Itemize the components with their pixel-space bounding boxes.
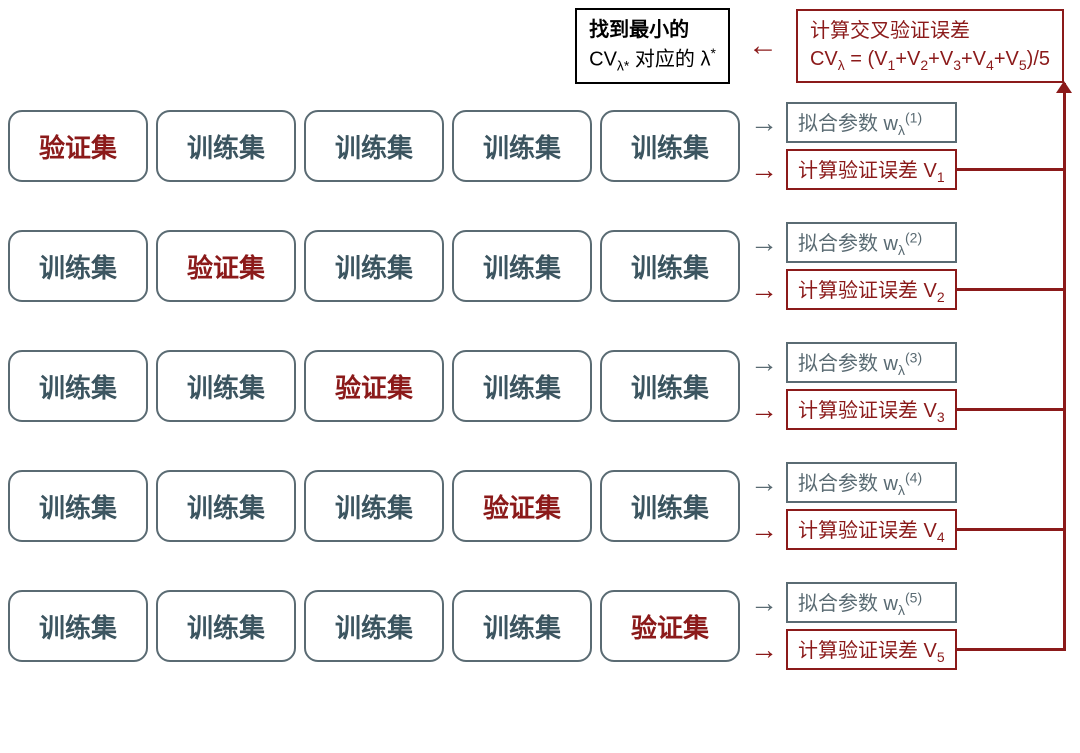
fit-params-box: 拟合参数 wλ(2) xyxy=(786,222,957,263)
validation-cell: 验证集 xyxy=(8,110,148,182)
training-cell: 训练集 xyxy=(304,470,444,542)
fold-info: 拟合参数 wλ(2) 计算验证误差 V2 xyxy=(786,222,957,310)
fit-params-box: 拟合参数 wλ(4) xyxy=(786,462,957,503)
arrow-right-icon: → xyxy=(750,590,778,615)
fold-cells: 训练集训练集训练集训练集验证集 xyxy=(8,590,740,662)
training-cell: 训练集 xyxy=(600,470,740,542)
training-cell: 训练集 xyxy=(156,110,296,182)
cv-formula-line1: 计算交叉验证误差 xyxy=(810,17,1050,45)
fold-row: 验证集训练集训练集训练集训练集→→拟合参数 wλ(1)计算验证误差 V1 xyxy=(8,102,1072,190)
fit-params-box: 拟合参数 wλ(3) xyxy=(786,342,957,383)
validation-cell: 验证集 xyxy=(304,350,444,422)
training-cell: 训练集 xyxy=(8,470,148,542)
validation-error-box: 计算验证误差 V3 xyxy=(786,389,957,430)
validation-error-box: 计算验证误差 V2 xyxy=(786,269,957,310)
arrow-right-icon: → xyxy=(750,157,778,182)
select-lambda-line2: CVλ* 对应的 λ* xyxy=(589,44,716,76)
training-cell: 训练集 xyxy=(452,110,592,182)
aggregate-tick xyxy=(957,408,1066,411)
fold-info: 拟合参数 wλ(3) 计算验证误差 V3 xyxy=(786,342,957,430)
fold-info: 拟合参数 wλ(1) 计算验证误差 V1 xyxy=(786,102,957,190)
fold-arrows: →→ xyxy=(750,230,778,302)
cv-formula-box: 计算交叉验证误差 CVλ = (V1+V2+V3+V4+V5)/5 xyxy=(796,9,1064,84)
fold-row: 训练集训练集训练集训练集验证集→→拟合参数 wλ(5)计算验证误差 V5 xyxy=(8,582,1072,670)
fold-cells: 训练集验证集训练集训练集训练集 xyxy=(8,230,740,302)
fold-row: 训练集训练集验证集训练集训练集→→拟合参数 wλ(3)计算验证误差 V3 xyxy=(8,342,1072,430)
training-cell: 训练集 xyxy=(156,470,296,542)
training-cell: 训练集 xyxy=(600,350,740,422)
fold-arrows: →→ xyxy=(750,590,778,662)
validation-cell: 验证集 xyxy=(156,230,296,302)
fold-row: 训练集验证集训练集训练集训练集→→拟合参数 wλ(2)计算验证误差 V2 xyxy=(8,222,1072,310)
training-cell: 训练集 xyxy=(8,230,148,302)
arrow-right-icon: → xyxy=(750,110,778,135)
folds-area: 验证集训练集训练集训练集训练集→→拟合参数 wλ(1)计算验证误差 V1训练集验… xyxy=(8,102,1072,670)
arrow-right-icon: → xyxy=(750,230,778,255)
fold-row: 训练集训练集训练集验证集训练集→→拟合参数 wλ(4)计算验证误差 V4 xyxy=(8,462,1072,550)
fold-info: 拟合参数 wλ(5) 计算验证误差 V5 xyxy=(786,582,957,670)
training-cell: 训练集 xyxy=(304,230,444,302)
training-cell: 训练集 xyxy=(304,590,444,662)
arrow-right-icon: → xyxy=(750,470,778,495)
training-cell: 训练集 xyxy=(600,110,740,182)
fit-params-box: 拟合参数 wλ(5) xyxy=(786,582,957,623)
fold-cells: 训练集训练集验证集训练集训练集 xyxy=(8,350,740,422)
training-cell: 训练集 xyxy=(156,590,296,662)
validation-error-box: 计算验证误差 V1 xyxy=(786,149,957,190)
fold-info: 拟合参数 wλ(4) 计算验证误差 V4 xyxy=(786,462,957,550)
fit-params-box: 拟合参数 wλ(1) xyxy=(786,102,957,143)
fold-cells: 验证集训练集训练集训练集训练集 xyxy=(8,110,740,182)
arrow-left-icon: ← xyxy=(748,31,778,61)
arrow-right-icon: → xyxy=(750,350,778,375)
training-cell: 训练集 xyxy=(8,350,148,422)
arrow-right-icon: → xyxy=(750,277,778,302)
training-cell: 训练集 xyxy=(304,110,444,182)
arrow-right-icon: → xyxy=(750,517,778,542)
aggregate-arrowhead-icon xyxy=(1056,81,1072,93)
validation-error-box: 计算验证误差 V5 xyxy=(786,629,957,670)
training-cell: 训练集 xyxy=(8,590,148,662)
fold-arrows: →→ xyxy=(750,110,778,182)
arrow-right-icon: → xyxy=(750,637,778,662)
aggregate-tick xyxy=(957,528,1066,531)
validation-error-box: 计算验证误差 V4 xyxy=(786,509,957,550)
training-cell: 训练集 xyxy=(452,230,592,302)
top-summary-row: 找到最小的 CVλ* 对应的 λ* ← 计算交叉验证误差 CVλ = (V1+V… xyxy=(8,8,1072,84)
arrow-right-icon: → xyxy=(750,397,778,422)
validation-cell: 验证集 xyxy=(600,590,740,662)
training-cell: 训练集 xyxy=(156,350,296,422)
fold-cells: 训练集训练集训练集验证集训练集 xyxy=(8,470,740,542)
select-lambda-box: 找到最小的 CVλ* 对应的 λ* xyxy=(575,8,730,84)
select-lambda-line1: 找到最小的 xyxy=(589,16,716,44)
training-cell: 训练集 xyxy=(600,230,740,302)
aggregate-tick xyxy=(957,288,1066,291)
training-cell: 训练集 xyxy=(452,590,592,662)
training-cell: 训练集 xyxy=(452,350,592,422)
cv-formula-line2: CVλ = (V1+V2+V3+V4+V5)/5 xyxy=(810,45,1050,76)
validation-cell: 验证集 xyxy=(452,470,592,542)
fold-arrows: →→ xyxy=(750,350,778,422)
aggregate-tick xyxy=(957,168,1066,171)
aggregate-tick xyxy=(957,648,1066,651)
fold-arrows: →→ xyxy=(750,470,778,542)
